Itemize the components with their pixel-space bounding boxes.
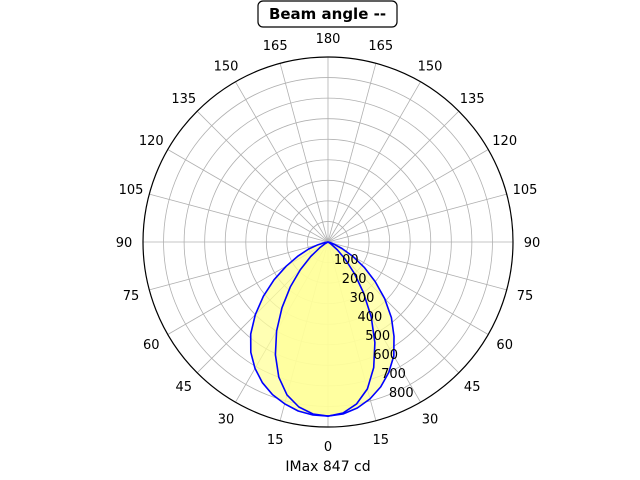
radial-tick-label: 500 bbox=[365, 329, 390, 344]
fill-layer bbox=[250, 242, 394, 417]
angular-tick-label: 90 bbox=[524, 236, 541, 251]
grid-spoke bbox=[327, 149, 489, 243]
grid-spoke bbox=[327, 110, 460, 243]
grid-spoke bbox=[327, 193, 507, 243]
angular-tick-label: 45 bbox=[464, 380, 481, 395]
grid-spoke bbox=[149, 193, 329, 243]
angular-tick-label: 60 bbox=[143, 338, 160, 353]
grid-spoke bbox=[327, 81, 421, 243]
angular-tick-label: 165 bbox=[263, 39, 288, 54]
angular-tick-label: 120 bbox=[139, 134, 164, 149]
angular-tick-label: 150 bbox=[214, 59, 239, 74]
title-frame bbox=[257, 0, 398, 28]
radial-tick-label: 600 bbox=[373, 348, 398, 363]
angular-tick-label: 150 bbox=[418, 59, 443, 74]
radial-tick-label: 200 bbox=[342, 272, 367, 287]
grid-spoke bbox=[149, 241, 329, 291]
angular-tick-label: 105 bbox=[119, 183, 144, 198]
angular-tick-label: 45 bbox=[176, 380, 193, 395]
angular-tick-label: 0 bbox=[324, 440, 332, 455]
radial-tick-label: 700 bbox=[381, 367, 406, 382]
angular-tick-label: 60 bbox=[496, 338, 513, 353]
grid-spoke bbox=[279, 63, 329, 243]
angular-tick-label: 15 bbox=[373, 433, 390, 448]
angular-tick-label: 90 bbox=[116, 236, 133, 251]
radial-tick-label: 100 bbox=[334, 253, 359, 268]
angular-tick-label: 15 bbox=[267, 433, 284, 448]
radial-tick-label: 800 bbox=[389, 386, 414, 401]
x-axis-label: IMax 847 cd bbox=[285, 459, 370, 475]
angular-tick-label: 105 bbox=[513, 183, 538, 198]
angular-tick-label: 135 bbox=[460, 92, 485, 107]
series-line-2 bbox=[274, 241, 376, 417]
angular-tick-label: 120 bbox=[492, 134, 517, 149]
grid-spoke bbox=[167, 149, 329, 243]
grid-spoke bbox=[196, 110, 329, 243]
angular-tick-label: 30 bbox=[218, 413, 235, 428]
radial-ticks: 100 200 300 400 500 600 700 800 bbox=[334, 253, 414, 401]
radial-tick-label: 400 bbox=[358, 310, 383, 325]
chart-title: Beam angle -- bbox=[269, 5, 386, 23]
angular-tick-label: 30 bbox=[422, 413, 439, 428]
series-fill-2 bbox=[275, 242, 375, 417]
radial-tick-label: 300 bbox=[350, 291, 375, 306]
title-box: Beam angle -- bbox=[257, 0, 398, 28]
angular-tick-label: 75 bbox=[123, 289, 140, 304]
grid-spoke bbox=[235, 81, 329, 243]
angular-tick-label: 135 bbox=[171, 92, 196, 107]
grid-spoke bbox=[327, 241, 507, 291]
polar-frame bbox=[142, 56, 514, 428]
angular-tick-label: 75 bbox=[517, 289, 534, 304]
angular-tick-label: 180 bbox=[316, 32, 341, 47]
frame-layer bbox=[142, 56, 514, 428]
grid-spoke bbox=[327, 63, 377, 243]
series-layer bbox=[249, 241, 395, 417]
angular-ticks: 0 15 30 45 60 75 90 105 120 135 150 165 180 165 150 135… bbox=[116, 32, 541, 455]
angular-tick-label: 165 bbox=[368, 39, 393, 54]
